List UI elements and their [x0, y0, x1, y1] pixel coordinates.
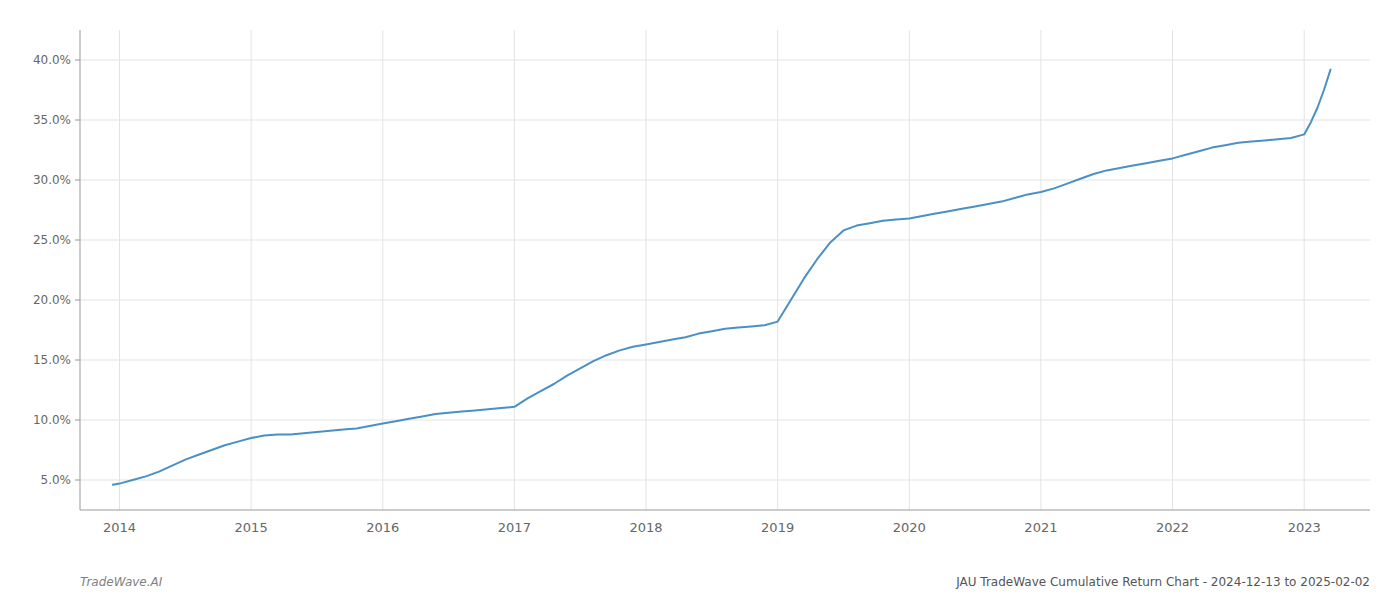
x-grid-line — [777, 30, 778, 510]
line — [113, 70, 1331, 485]
y-tick-label: 10.0% — [33, 413, 71, 427]
x-grid-line — [382, 30, 383, 510]
title: JAU TradeWave Cumulative Return Chart - … — [955, 575, 1370, 589]
y-axis-line — [80, 30, 81, 510]
y-grid-line — [80, 180, 1370, 181]
x-grid-line — [1304, 30, 1305, 510]
y-tick-label: 20.0% — [33, 293, 71, 307]
y-grid-line — [80, 60, 1370, 61]
x-grid-line — [646, 30, 647, 510]
x-axis-line — [80, 510, 1370, 511]
y-tick-label: 40.0% — [33, 53, 71, 67]
grid — [80, 30, 1370, 510]
y-grid-line — [80, 240, 1370, 241]
x-grid-line — [909, 30, 910, 510]
x-grid-line — [119, 30, 120, 510]
x-tick-label: 2021 — [1024, 520, 1057, 535]
y-tick-mark — [75, 420, 80, 421]
y-tick-mark — [75, 240, 80, 241]
x-tick-label: 2019 — [761, 520, 794, 535]
x-tick-label: 2014 — [103, 520, 136, 535]
x-tick-label: 2022 — [1156, 520, 1189, 535]
y-tick-mark — [75, 120, 80, 121]
y-tick-mark — [75, 180, 80, 181]
y-grid-line — [80, 120, 1370, 121]
y-grid-line — [80, 360, 1370, 361]
y-grid-line — [80, 420, 1370, 421]
axes: 2014 2015 2016 2017 2018 2019 2020 2021 2022 2023… — [33, 30, 1370, 535]
x-tick-label: 2018 — [629, 520, 662, 535]
plot-area — [113, 70, 1331, 485]
y-tick-label: 5.0% — [41, 473, 72, 487]
y-tick-label: 15.0% — [33, 353, 71, 367]
watermark: TradeWave.AI — [80, 575, 163, 589]
x-grid-line — [514, 30, 515, 510]
y-grid-line — [80, 300, 1370, 301]
x-tick-label: 2023 — [1288, 520, 1321, 535]
x-grid-line — [1040, 30, 1041, 510]
y-tick-mark — [75, 60, 80, 61]
y-tick-mark — [75, 360, 80, 361]
y-tick-label: 35.0% — [33, 113, 71, 127]
y-grid-line — [80, 480, 1370, 481]
y-tick-label: 30.0% — [33, 173, 71, 187]
y-tick-label: 25.0% — [33, 233, 71, 247]
x-grid-line — [1172, 30, 1173, 510]
x-tick-label: 2016 — [366, 520, 399, 535]
chart: 2014 2015 2016 2017 2018 2019 2020 2021 2022 2023… — [0, 0, 1400, 600]
y-tick-mark — [75, 300, 80, 301]
x-tick-label: 2015 — [235, 520, 268, 535]
x-tick-label: 2020 — [893, 520, 926, 535]
y-tick-mark — [75, 480, 80, 481]
x-tick-label: 2017 — [498, 520, 531, 535]
